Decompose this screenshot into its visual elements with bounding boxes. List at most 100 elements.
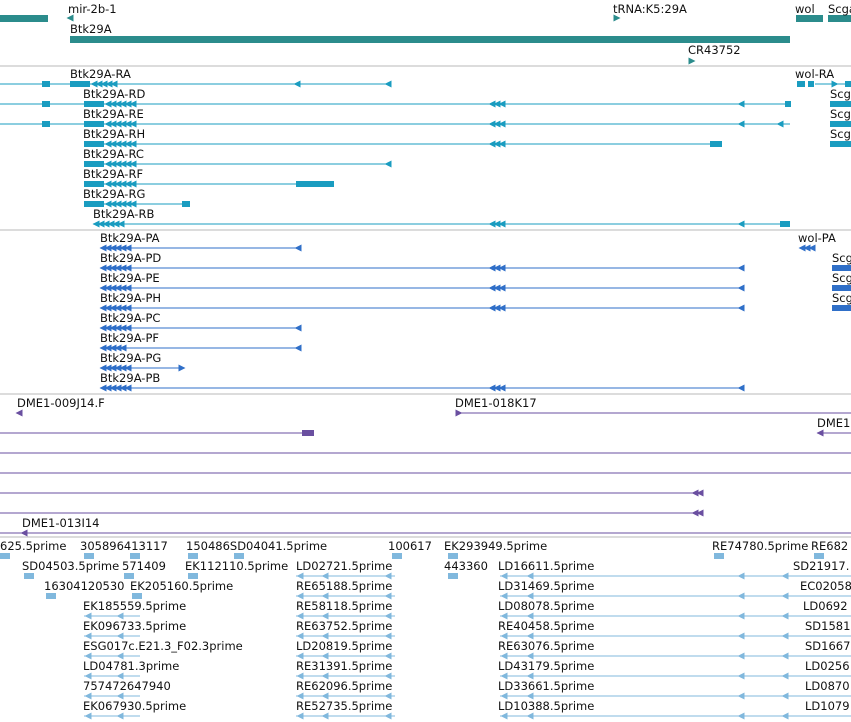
strand-arrow-left-icon[interactable] xyxy=(384,712,392,720)
strand-arrow-left-icon[interactable] xyxy=(119,160,127,168)
strand-arrow-left-icon[interactable] xyxy=(384,632,392,640)
track-label[interactable]: 100617 xyxy=(388,539,432,553)
track-label[interactable]: LD1079 xyxy=(805,699,850,713)
strand-arrow-left-icon[interactable] xyxy=(321,652,329,660)
strand-arrow-left-icon[interactable] xyxy=(781,572,789,580)
strand-arrow-left-icon[interactable] xyxy=(781,652,789,660)
strand-arrow-left-icon[interactable] xyxy=(294,344,302,352)
track-label[interactable]: DME1-009J14.F xyxy=(17,396,105,410)
strand-arrow-left-icon[interactable] xyxy=(488,284,496,292)
track-label[interactable]: LD43179.5prime xyxy=(498,659,594,673)
est-block[interactable] xyxy=(392,553,402,559)
gene-block[interactable] xyxy=(70,36,790,43)
strand-arrow-left-icon[interactable] xyxy=(114,364,122,372)
track-label[interactable]: Btk29A-RB xyxy=(93,207,154,221)
strand-arrow-left-icon[interactable] xyxy=(99,264,107,272)
strand-arrow-left-icon[interactable] xyxy=(124,160,132,168)
strand-arrow-left-icon[interactable] xyxy=(99,384,107,392)
track-label[interactable]: RE31391.5prime xyxy=(296,659,392,673)
track-label[interactable]: Btk29A-PA xyxy=(100,231,160,245)
strand-arrow-left-icon[interactable] xyxy=(109,364,117,372)
exon-block[interactable] xyxy=(845,81,851,87)
strand-arrow-left-icon[interactable] xyxy=(104,264,112,272)
strand-arrow-left-icon[interactable] xyxy=(493,284,501,292)
track-label[interactable]: Scga xyxy=(830,107,851,121)
strand-arrow-left-icon[interactable] xyxy=(737,612,745,620)
strand-arrow-left-icon[interactable] xyxy=(493,100,501,108)
track-label[interactable]: ESG017c.E21.3_F02.3prime xyxy=(83,639,243,653)
track-label[interactable]: Btk29A-PD xyxy=(100,251,161,265)
strand-arrow-left-icon[interactable] xyxy=(124,244,132,252)
strand-arrow-left-icon[interactable] xyxy=(114,244,122,252)
strand-arrow-left-icon[interactable] xyxy=(97,220,105,228)
exon-block[interactable] xyxy=(84,181,104,187)
strand-arrow-left-icon[interactable] xyxy=(737,712,745,720)
strand-arrow-left-icon[interactable] xyxy=(526,632,534,640)
strand-arrow-left-icon[interactable] xyxy=(112,220,120,228)
strand-arrow-left-icon[interactable] xyxy=(737,672,745,680)
strand-arrow-left-icon[interactable] xyxy=(498,304,506,312)
exon-block[interactable] xyxy=(808,81,814,87)
strand-arrow-left-icon[interactable] xyxy=(84,652,92,660)
strand-arrow-left-icon[interactable] xyxy=(781,632,789,640)
strand-arrow-left-icon[interactable] xyxy=(488,384,496,392)
track-label[interactable]: 571409 xyxy=(122,559,166,573)
strand-arrow-left-icon[interactable] xyxy=(119,384,127,392)
strand-arrow-left-icon[interactable] xyxy=(84,612,92,620)
strand-arrow-left-icon[interactable] xyxy=(114,264,122,272)
track-label[interactable]: Btk29A-PH xyxy=(100,291,161,305)
est-block[interactable] xyxy=(188,573,198,579)
track-label[interactable]: EK096733.5prime xyxy=(83,619,186,633)
strand-arrow-left-icon[interactable] xyxy=(119,200,127,208)
strand-arrow-left-icon[interactable] xyxy=(95,80,103,88)
est-block[interactable] xyxy=(124,573,134,579)
strand-arrow-left-icon[interactable] xyxy=(498,120,506,128)
track-label[interactable]: Btk29A-RD xyxy=(83,87,145,101)
strand-arrow-left-icon[interactable] xyxy=(384,612,392,620)
track-label[interactable]: Scga xyxy=(832,251,851,265)
strand-arrow-left-icon[interactable] xyxy=(526,612,534,620)
exon-block[interactable] xyxy=(780,221,790,227)
strand-arrow-left-icon[interactable] xyxy=(124,324,132,332)
strand-arrow-left-icon[interactable] xyxy=(321,572,329,580)
strand-arrow-left-icon[interactable] xyxy=(99,344,107,352)
strand-arrow-left-icon[interactable] xyxy=(114,344,122,352)
est-block[interactable] xyxy=(132,593,142,599)
strand-arrow-left-icon[interactable] xyxy=(129,160,137,168)
est-block[interactable] xyxy=(188,553,198,559)
strand-arrow-left-icon[interactable] xyxy=(124,100,132,108)
exon-block[interactable] xyxy=(84,101,104,107)
strand-arrow-left-icon[interactable] xyxy=(104,160,112,168)
strand-arrow-left-icon[interactable] xyxy=(488,140,496,148)
strand-arrow-left-icon[interactable] xyxy=(100,80,108,88)
track-label[interactable]: Btk29A-PE xyxy=(100,271,160,285)
strand-arrow-left-icon[interactable] xyxy=(99,244,107,252)
strand-arrow-left-icon[interactable] xyxy=(104,120,112,128)
track-label[interactable]: EK067930.5prime xyxy=(83,699,186,713)
track-label[interactable]: DME1-013I14 xyxy=(22,516,100,530)
strand-arrow-left-icon[interactable] xyxy=(99,284,107,292)
strand-arrow-left-icon[interactable] xyxy=(294,324,302,332)
track-label[interactable]: EK293949.5prime xyxy=(444,539,547,553)
strand-arrow-left-icon[interactable] xyxy=(104,364,112,372)
track-label[interactable]: LD0692 xyxy=(803,599,848,613)
track-label[interactable]: LD0870 xyxy=(805,679,850,693)
strand-arrow-left-icon[interactable] xyxy=(109,264,117,272)
strand-arrow-left-icon[interactable] xyxy=(493,384,501,392)
est-block[interactable] xyxy=(234,553,244,559)
strand-arrow-left-icon[interactable] xyxy=(90,80,98,88)
track-label[interactable]: wol xyxy=(795,2,815,16)
strand-arrow-left-icon[interactable] xyxy=(781,592,789,600)
strand-arrow-left-icon[interactable] xyxy=(498,140,506,148)
strand-arrow-left-icon[interactable] xyxy=(500,612,508,620)
track-label[interactable]: LD02721.5prime xyxy=(296,559,392,573)
strand-arrow-left-icon[interactable] xyxy=(526,712,534,720)
strand-arrow-right-icon[interactable] xyxy=(831,80,839,88)
strand-arrow-left-icon[interactable] xyxy=(781,672,789,680)
track-label[interactable]: Btk29A-RG xyxy=(83,187,145,201)
strand-arrow-left-icon[interactable] xyxy=(124,180,132,188)
strand-arrow-left-icon[interactable] xyxy=(129,180,137,188)
strand-arrow-left-icon[interactable] xyxy=(737,304,745,312)
strand-arrow-left-icon[interactable] xyxy=(321,592,329,600)
strand-arrow-left-icon[interactable] xyxy=(500,692,508,700)
